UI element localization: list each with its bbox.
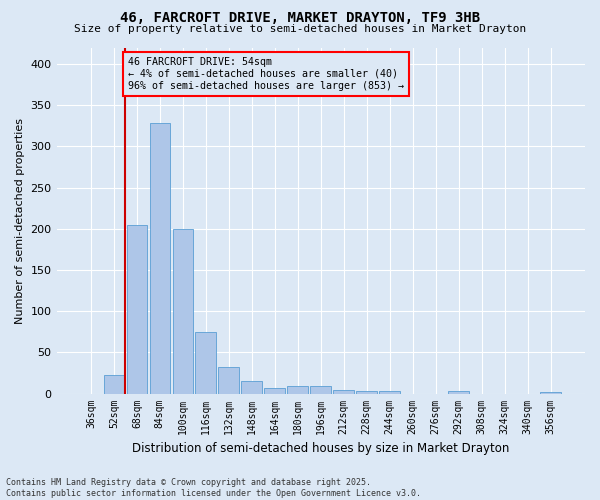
Y-axis label: Number of semi-detached properties: Number of semi-detached properties — [15, 118, 25, 324]
Bar — [265, 388, 285, 394]
Bar — [127, 224, 147, 394]
X-axis label: Distribution of semi-detached houses by size in Market Drayton: Distribution of semi-detached houses by … — [132, 442, 509, 455]
Bar — [149, 124, 170, 394]
Text: Contains HM Land Registry data © Crown copyright and database right 2025.
Contai: Contains HM Land Registry data © Crown c… — [6, 478, 421, 498]
Bar — [173, 229, 193, 394]
Text: 46 FARCROFT DRIVE: 54sqm
← 4% of semi-detached houses are smaller (40)
96% of se: 46 FARCROFT DRIVE: 54sqm ← 4% of semi-de… — [128, 58, 404, 90]
Bar — [196, 332, 216, 394]
Bar — [104, 374, 124, 394]
Bar — [218, 367, 239, 394]
Text: 46, FARCROFT DRIVE, MARKET DRAYTON, TF9 3HB: 46, FARCROFT DRIVE, MARKET DRAYTON, TF9 … — [120, 11, 480, 25]
Bar — [287, 386, 308, 394]
Bar — [334, 390, 354, 394]
Bar — [356, 391, 377, 394]
Bar — [448, 391, 469, 394]
Bar — [379, 391, 400, 394]
Bar — [310, 386, 331, 394]
Bar — [241, 381, 262, 394]
Bar — [540, 392, 561, 394]
Text: Size of property relative to semi-detached houses in Market Drayton: Size of property relative to semi-detach… — [74, 24, 526, 34]
